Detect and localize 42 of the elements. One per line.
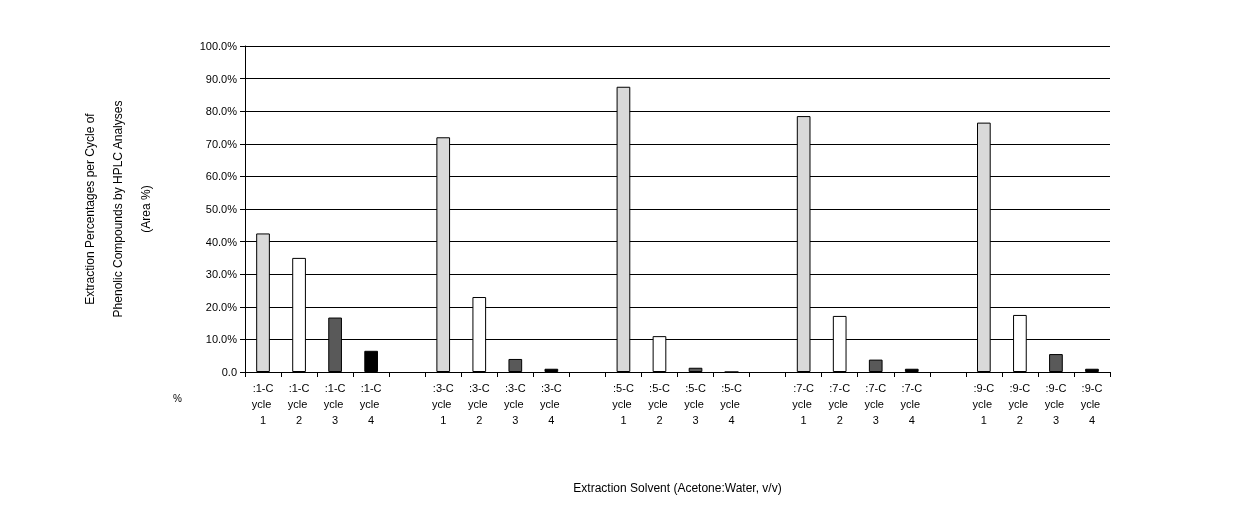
- y-tick-label: 80.0%: [205, 105, 238, 118]
- y-tick-label: 100.0%: [199, 40, 238, 52]
- y-tick-label: 90.0%: [205, 72, 238, 85]
- bar: [868, 359, 883, 372]
- y-tick-label: 50.0%: [205, 203, 238, 215]
- y-tick-label: 70.0%: [205, 137, 238, 150]
- x-tick-label: :1-Cycle 3: [323, 382, 347, 426]
- bar: [1049, 354, 1063, 372]
- x-tick-label: :3-Cycle 1: [431, 382, 455, 426]
- bar: [1085, 368, 1099, 372]
- x-tick-label: :3-Cycle 2: [467, 382, 491, 426]
- bar: [544, 368, 559, 372]
- x-axis-title: Extraction Solvent (Acetone:Water, v/v): [573, 481, 782, 495]
- x-tick-label: :7-Cycle 2: [828, 382, 851, 426]
- x-tick-label: :5-Cycle 1: [612, 382, 635, 426]
- text: %: [173, 392, 182, 404]
- y-tick-label: 20.0%: [205, 300, 238, 313]
- y-axis-title: Extraction Percentages per Cycle of Phenolic Compounds by HPLC Analyses (Area %): [83, 100, 153, 318]
- y-tick-label: 40.0%: [205, 235, 238, 248]
- x-tick-label: :3-Cycle 3: [504, 382, 527, 426]
- x-tick-label: :9-Cycle 3: [1044, 382, 1068, 426]
- bar: [904, 368, 919, 372]
- bar: [688, 367, 703, 372]
- x-tick-label: :5-Cycle 2: [648, 382, 671, 426]
- y-tick-label: 30.0%: [205, 268, 238, 281]
- x-tick-label: :9-Cycle 4: [1080, 382, 1104, 426]
- bar: [364, 350, 378, 372]
- x-tick-label: :5-Cycle 4: [720, 382, 743, 426]
- x-tick-label: :7-Cycle 4: [900, 382, 924, 426]
- x-tick-label: :1-Cycle 4: [359, 382, 383, 426]
- x-tick-label: :7-Cycle 1: [792, 382, 815, 426]
- x-tick-label: :1-Cycle 2: [287, 382, 311, 426]
- y-tick-label: 0.0: [221, 366, 237, 378]
- x-tick-label: :7-Cycle 3: [864, 382, 888, 426]
- x-tick-label: :9-Cycle 1: [972, 382, 996, 426]
- y-tick-label: 60.0%: [205, 170, 238, 183]
- x-tick-label: :3-Cycle 4: [540, 382, 563, 426]
- bar: [508, 358, 523, 372]
- y-tick-label: 10.0%: [205, 333, 238, 346]
- x-tick-label: :5-Cycle 3: [684, 382, 707, 426]
- x-tick-label: :9-Cycle 2: [1008, 382, 1032, 426]
- x-tick-label: :1-Cycle 1: [251, 382, 275, 426]
